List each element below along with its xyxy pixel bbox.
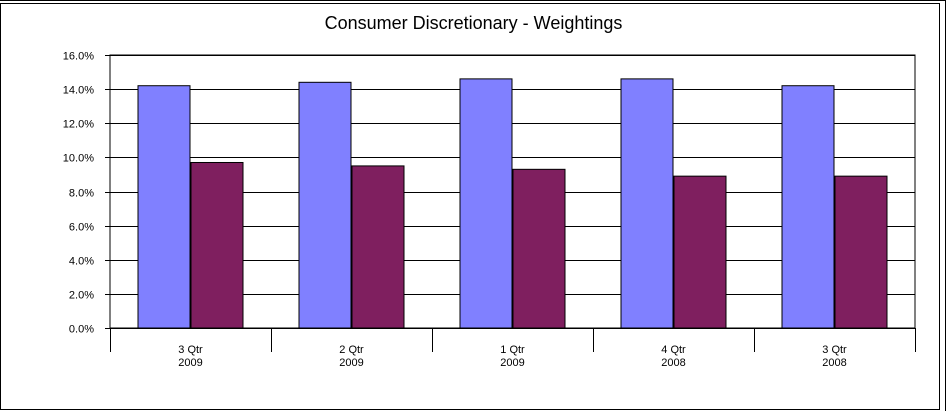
- y-tick-label: 4.0%: [69, 256, 94, 268]
- x-tick-label: 1 Qtr: [500, 344, 525, 356]
- y-tick-label: 8.0%: [69, 188, 94, 200]
- chart-inner-frame: [0, 3, 940, 410]
- chart-title: Consumer Discretionary - Weightings: [324, 13, 623, 33]
- x-tick-label: 4 Qtr: [661, 344, 686, 356]
- bar: [190, 161, 244, 329]
- y-tick-label: 2.0%: [69, 290, 94, 302]
- x-tick-label: 2009: [500, 357, 524, 369]
- y-tick-label: 16.0%: [63, 51, 94, 63]
- bar: [781, 85, 835, 329]
- bar: [620, 78, 674, 329]
- bar: [673, 175, 727, 329]
- x-tick-label: 3 Qtr: [178, 344, 203, 356]
- x-tick-label: 2008: [822, 357, 846, 369]
- bar: [834, 175, 888, 329]
- y-tick-label: 10.0%: [63, 153, 94, 165]
- y-tick-label: 0.0%: [69, 324, 94, 336]
- bar: [512, 168, 566, 329]
- y-tick-label: 14.0%: [63, 85, 94, 97]
- x-tick-label: 2009: [339, 357, 363, 369]
- x-tick-label: 3 Qtr: [822, 344, 847, 356]
- bar: [137, 85, 191, 329]
- x-tick-label: 2008: [661, 357, 685, 369]
- x-tick-label: 2 Qtr: [339, 344, 364, 356]
- bar: [351, 165, 405, 329]
- y-tick-label: 12.0%: [63, 119, 94, 131]
- x-tick-label: 2009: [178, 357, 202, 369]
- bar: [298, 81, 352, 329]
- y-tick-label: 6.0%: [69, 222, 94, 234]
- bar: [459, 78, 513, 329]
